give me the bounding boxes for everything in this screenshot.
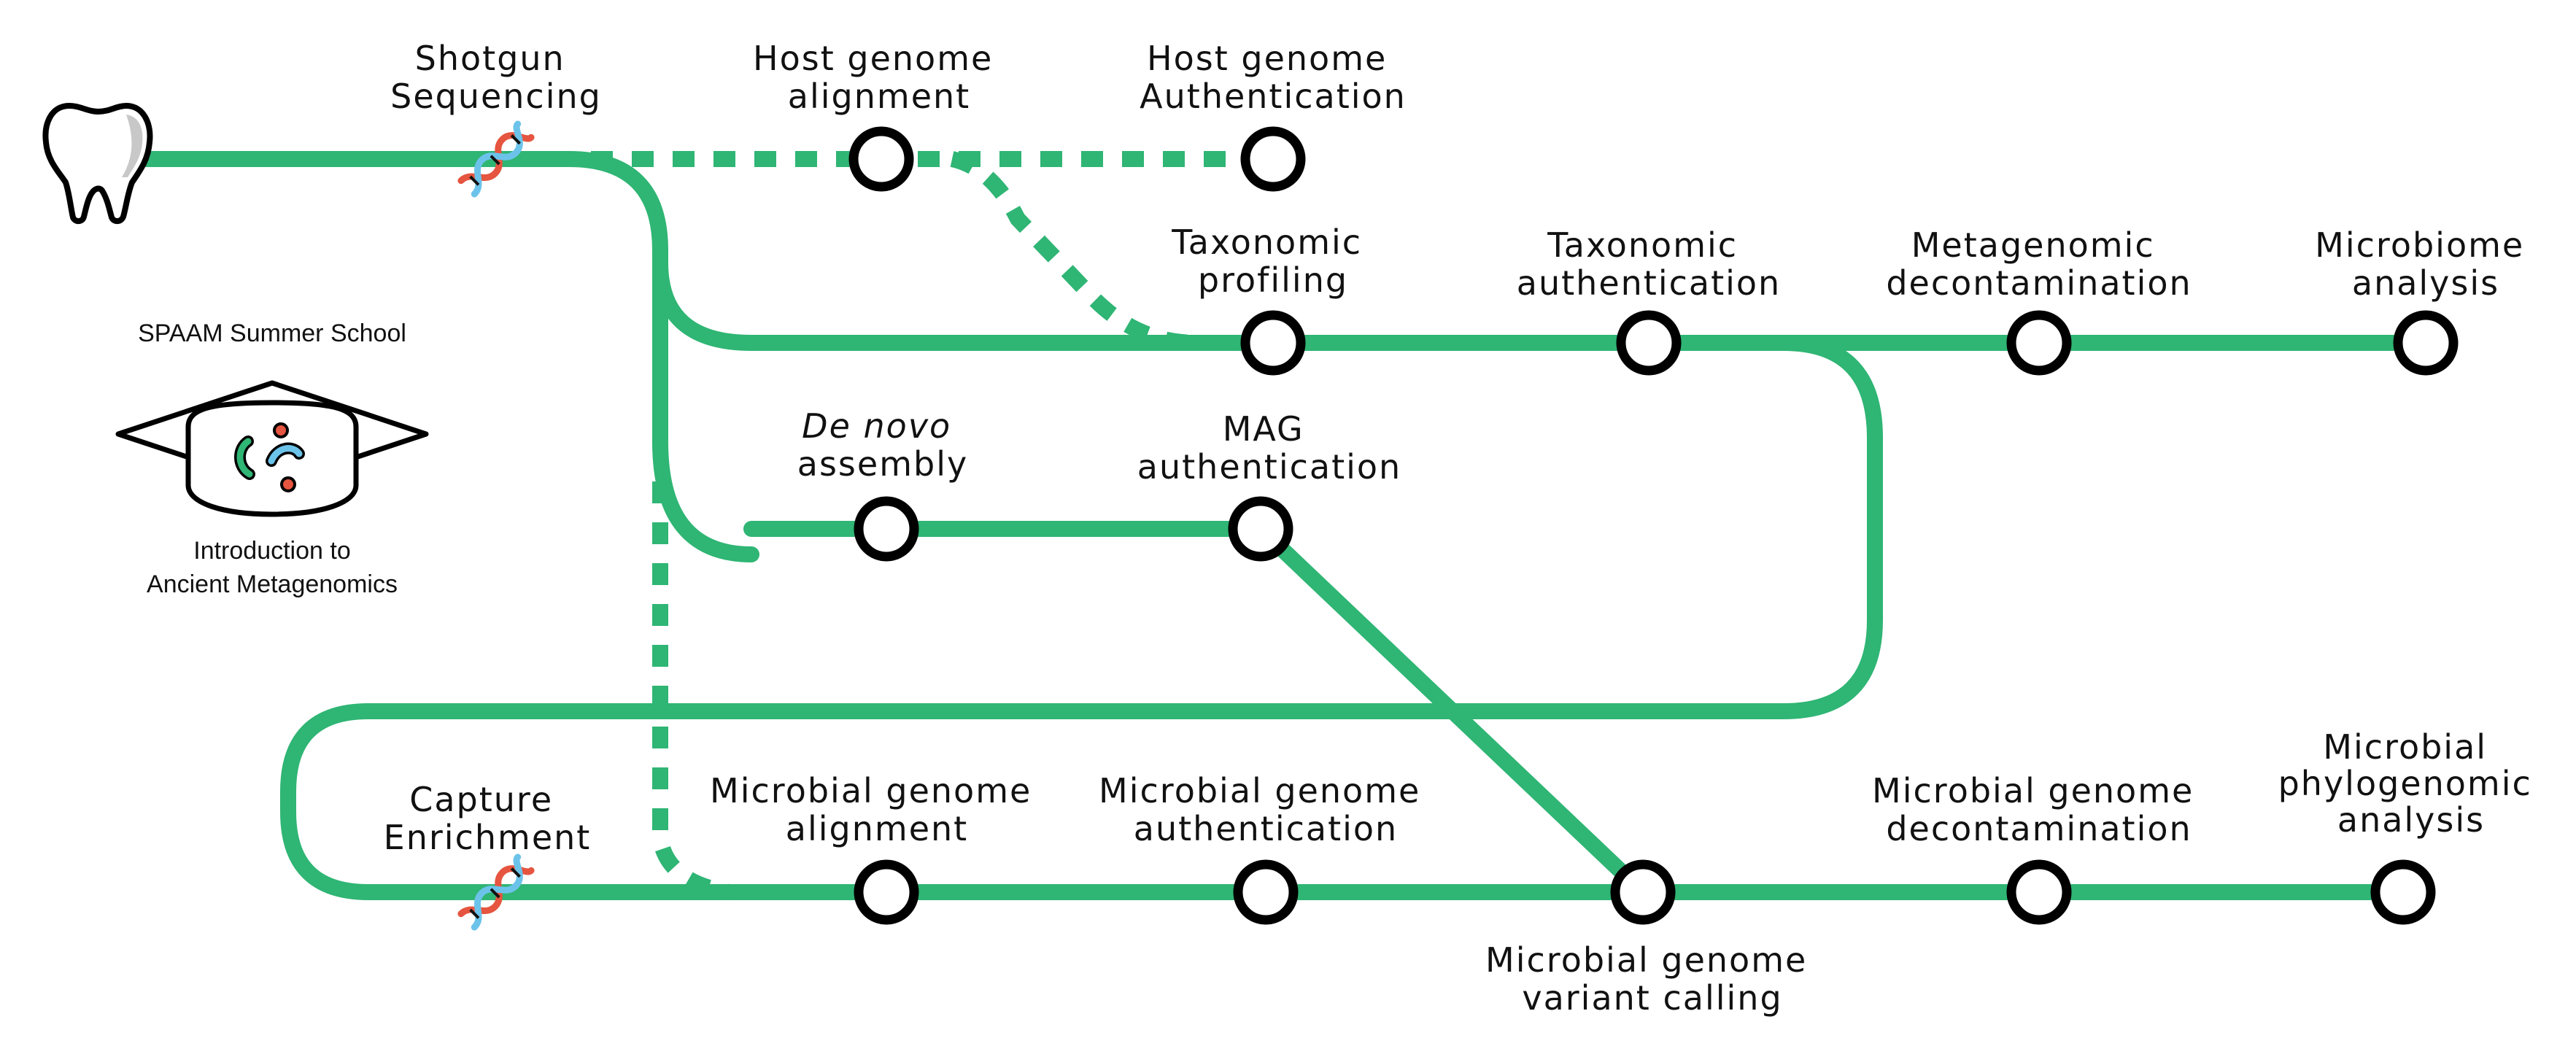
label-metagenomic-decontamination: Metagenomic decontamination	[1886, 225, 2192, 303]
stop-taxonomic-profiling[interactable]	[1240, 310, 1306, 376]
dna-icon	[457, 120, 535, 198]
label-de-novo-assembly: De novo assembly	[797, 406, 968, 484]
label-microbial-phylogenomic-analysis: Microbial phylogenomic analysis	[2278, 727, 2545, 840]
tracks	[138, 151, 2434, 900]
stop-microbial-genome-variant-calling[interactable]	[1610, 859, 1676, 925]
label-microbial-genome-alignment: Microbial genome alignment	[710, 771, 1044, 848]
label-taxonomic-profiling: Taxonomic profiling	[1171, 222, 1374, 300]
stop-microbial-genome-authentication[interactable]	[1233, 859, 1299, 925]
tooth-icon	[42, 103, 153, 225]
label-microbiome-analysis: Microbiome analysis	[2315, 225, 2537, 303]
label-host-genome-alignment: Host genome alignment	[753, 39, 1005, 116]
label-taxonomic-authentication: Taxonomic authentication	[1517, 225, 1781, 303]
label-mag-authentication: MAG authentication	[1137, 409, 1401, 487]
stop-de-novo-assembly[interactable]	[854, 496, 919, 562]
stop-microbial-genome-decontamination[interactable]	[2006, 859, 2072, 925]
label-microbial-genome-variant-calling: Microbial genome variant calling	[1485, 940, 1819, 1018]
stop-microbial-phylogenomic-analysis[interactable]	[2370, 859, 2436, 925]
track-host-to-profiling-dashed	[950, 151, 1197, 351]
stop-microbiome-analysis[interactable]	[2393, 310, 2459, 376]
stop-metagenomic-decontamination[interactable]	[2006, 310, 2072, 376]
track-loop	[280, 335, 2411, 900]
graduation-cap-bacteria-icon	[115, 380, 429, 517]
label-host-genome-authentication: Host genome Authentication	[1140, 39, 1407, 116]
badge-title: SPAAM Summer School	[138, 320, 406, 347]
spaam-badge: SPAAM Summer School Introduction to Anci…	[115, 320, 429, 598]
dna-icon	[457, 853, 535, 931]
stop-host-genome-alignment[interactable]	[848, 126, 914, 192]
stops	[848, 126, 2459, 925]
label-shotgun-sequencing: Shotgun Sequencing	[390, 39, 602, 116]
badge-subtitle-line1: Introduction to	[193, 537, 350, 565]
stop-mag-authentication[interactable]	[1228, 496, 1293, 562]
stop-taxonomic-authentication[interactable]	[1616, 310, 1682, 376]
label-microbial-genome-authentication: Microbial genome authentication	[1099, 771, 1433, 848]
stop-host-genome-authentication[interactable]	[1240, 126, 1306, 192]
badge-subtitle-line2: Ancient Metagenomics	[147, 570, 398, 598]
label-microbial-genome-decontamination: Microbial genome decontamination	[1872, 771, 2206, 848]
track-metagenomic	[652, 255, 2434, 351]
station-labels: Shotgun Sequencing Host genome alignment…	[384, 39, 2545, 1018]
label-capture-enrichment: Capture Enrichment	[384, 780, 592, 857]
stop-microbial-genome-alignment[interactable]	[854, 859, 919, 925]
